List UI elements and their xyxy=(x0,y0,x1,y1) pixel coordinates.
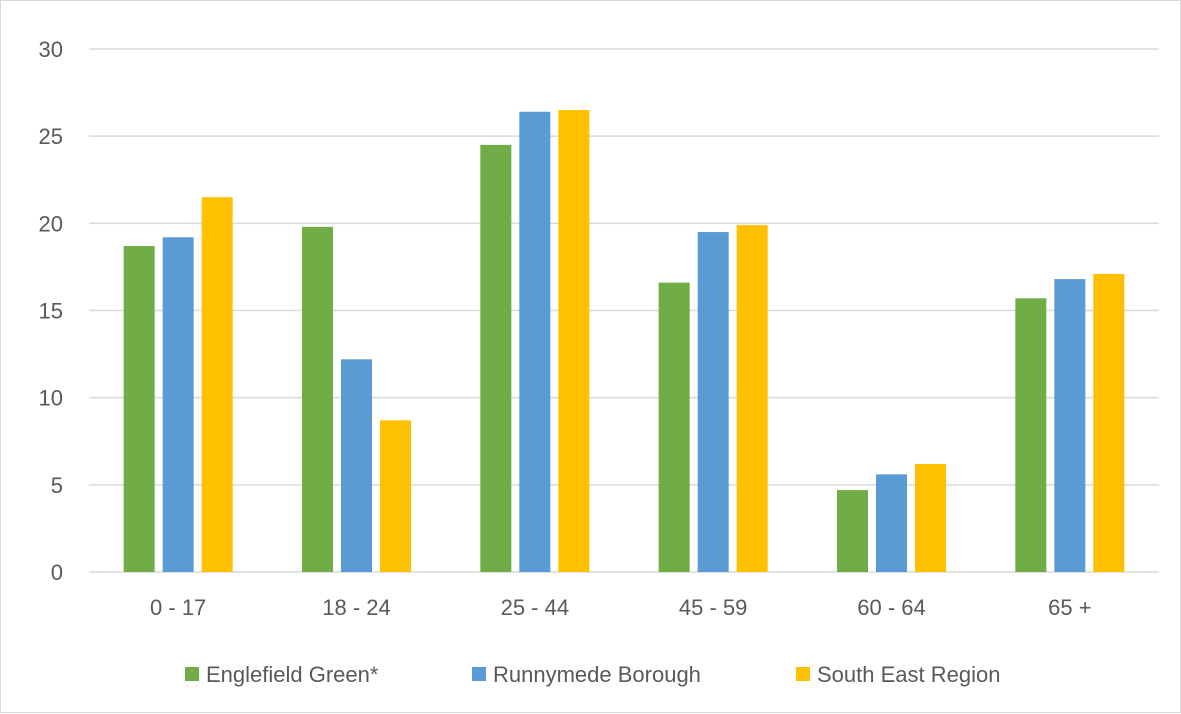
bar xyxy=(558,110,590,573)
legend-swatch xyxy=(185,667,199,681)
bar xyxy=(736,225,768,572)
y-tick-label: 10 xyxy=(39,386,63,411)
legend-label: Runnymede Borough xyxy=(493,662,701,687)
bar xyxy=(915,463,946,572)
bar xyxy=(1054,279,1086,572)
y-tick-label: 25 xyxy=(39,124,63,149)
bar xyxy=(697,232,729,573)
y-axis-ticks: 0 5 10 15 20 25 30 xyxy=(39,37,63,585)
legend-swatch xyxy=(796,667,810,681)
bar xyxy=(1093,273,1125,572)
x-tick-label: 65 + xyxy=(1048,595,1091,620)
legend-label: Englefield Green* xyxy=(206,662,379,687)
legend-swatch xyxy=(472,667,486,681)
x-axis-ticks: 0 - 17 18 - 24 25 - 44 45 - 59 60 - 64 65 + xyxy=(150,595,1092,620)
x-tick-label: 25 - 44 xyxy=(501,595,570,620)
bars xyxy=(123,110,1125,573)
bar xyxy=(380,420,411,572)
bar xyxy=(519,111,551,572)
legend: Englefield Green* Runnymede Borough South … xyxy=(185,662,1000,687)
bar xyxy=(837,490,868,572)
bar xyxy=(123,245,155,572)
bar xyxy=(658,282,690,572)
y-tick-label: 5 xyxy=(51,473,63,498)
y-tick-label: 30 xyxy=(39,37,63,62)
legend-label: South East Region xyxy=(817,662,1000,687)
gridlines xyxy=(89,48,1159,573)
bar xyxy=(876,474,907,572)
bar xyxy=(341,359,372,572)
y-tick-label: 0 xyxy=(51,560,63,585)
y-tick-label: 15 xyxy=(39,299,63,324)
bar xyxy=(162,237,194,572)
x-tick-label: 0 - 17 xyxy=(150,595,206,620)
bar xyxy=(302,226,333,572)
x-tick-label: 18 - 24 xyxy=(322,595,391,620)
bar xyxy=(201,197,233,572)
x-tick-label: 60 - 64 xyxy=(857,595,926,620)
y-tick-label: 20 xyxy=(39,211,63,236)
bar xyxy=(1015,298,1047,572)
x-tick-label: 45 - 59 xyxy=(679,595,748,620)
bar xyxy=(480,144,512,572)
